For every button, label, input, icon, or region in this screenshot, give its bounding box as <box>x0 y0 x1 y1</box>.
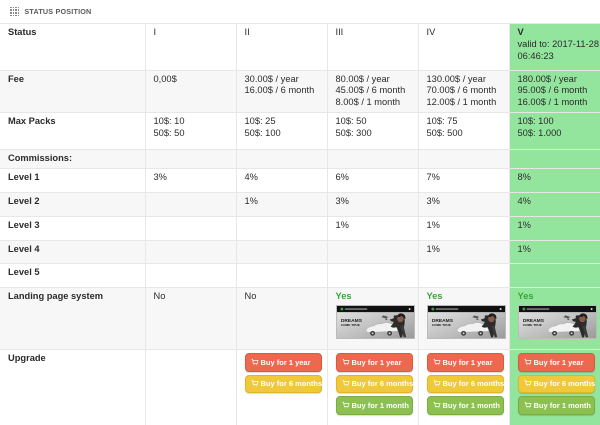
svg-text:COME TRUE: COME TRUE <box>340 323 359 327</box>
svg-text:COME TRUE: COME TRUE <box>522 323 541 327</box>
svg-text:COME TRUE: COME TRUE <box>431 323 450 327</box>
